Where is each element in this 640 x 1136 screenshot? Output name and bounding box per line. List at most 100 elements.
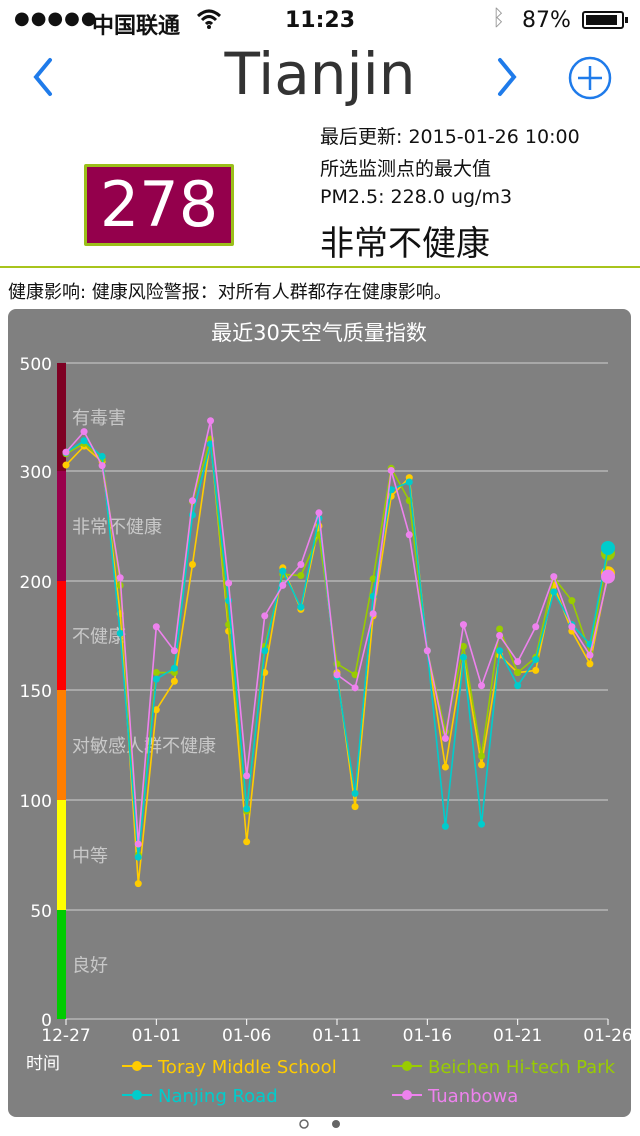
legend-label: Nanjing Road — [158, 1086, 278, 1107]
data-point — [225, 579, 233, 587]
y-tick-label: 200 — [20, 573, 52, 593]
aqi-band-0 — [57, 910, 66, 1019]
data-point — [116, 574, 124, 582]
data-point — [514, 669, 522, 677]
carrier-name: 中国联通 — [92, 14, 181, 39]
data-point — [80, 437, 88, 445]
chart-title: 最近30天空气质量指数 — [211, 321, 427, 345]
aqi-band-3 — [57, 581, 66, 690]
y-tick-label: 100 — [20, 792, 52, 812]
aqi-level-text: 非常不健康 — [320, 224, 490, 264]
data-point — [134, 880, 142, 888]
aqi-value-badge: 278 — [84, 164, 234, 246]
data-point — [134, 840, 142, 848]
data-point — [243, 805, 251, 813]
x-tick-label: 01-06 — [222, 1026, 271, 1046]
data-point — [279, 581, 287, 589]
aqi-band-label: 对敏感人群不健康 — [72, 736, 216, 757]
x-tick-label: 12-27 — [41, 1026, 90, 1046]
data-point — [98, 462, 106, 470]
data-point — [550, 573, 558, 581]
add-city-button[interactable] — [566, 54, 614, 102]
data-point — [315, 509, 323, 517]
y-tick-label: 500 — [20, 355, 52, 375]
legend-swatch-dot — [132, 1090, 142, 1100]
data-point — [601, 541, 615, 555]
station-note-text: 所选监测点的最大值 — [320, 158, 492, 180]
data-point — [568, 597, 576, 605]
aqi-band-label: 不健康 — [72, 627, 126, 648]
data-point — [261, 612, 269, 620]
data-point — [586, 660, 594, 668]
data-point — [170, 664, 178, 672]
data-point — [170, 677, 178, 685]
data-point — [243, 772, 251, 780]
data-point — [496, 647, 504, 655]
data-point — [207, 417, 215, 425]
data-point — [116, 629, 124, 637]
wifi-icon — [196, 9, 222, 29]
data-point — [550, 588, 558, 596]
aqi-band-label: 良好 — [72, 956, 108, 977]
data-point — [601, 569, 615, 584]
aqi-chart-panel[interactable]: 最近30天空气质量指数 良好 中等 对敏感人群不健康 不健康 非常不健康 有毒害 0 50 100… — [8, 309, 631, 1117]
data-point — [423, 647, 431, 655]
y-tick-label: 50 — [30, 902, 52, 922]
series-line-3 — [65, 420, 609, 845]
data-point — [369, 575, 377, 583]
data-point — [134, 853, 142, 861]
signal-strength-icon: ●●●●● — [14, 8, 98, 29]
city-title: Tianjin — [224, 40, 416, 108]
legend-label: Toray Middle School — [157, 1057, 337, 1078]
aqi-band-2 — [57, 690, 66, 800]
data-point — [441, 822, 449, 830]
data-point — [243, 838, 251, 846]
data-point — [152, 706, 160, 714]
data-point — [496, 632, 504, 639]
chevron-left-icon — [33, 58, 52, 96]
data-point — [478, 761, 486, 769]
data-point — [188, 561, 196, 568]
data-point — [478, 752, 486, 760]
plus-circle-icon — [568, 56, 612, 100]
clock: 11:23 — [284, 8, 356, 33]
aqi-band-5 — [57, 363, 66, 471]
legend-label: Beichen Hi-tech Park — [428, 1057, 616, 1078]
data-point — [514, 658, 522, 666]
data-point — [351, 803, 359, 811]
data-point — [405, 531, 413, 539]
data-point — [387, 466, 395, 474]
legend-swatch-dot — [402, 1090, 412, 1100]
data-point — [532, 655, 540, 663]
aqi-band-label: 有毒害 — [72, 408, 126, 429]
data-point — [459, 642, 467, 650]
data-point — [441, 734, 449, 742]
aqi-band-label: 中等 — [72, 846, 108, 867]
x-tick-label: 01-16 — [403, 1026, 452, 1046]
page-dot-active — [332, 1120, 340, 1128]
data-point — [369, 610, 377, 618]
page-dot-inactive — [299, 1119, 309, 1129]
battery-percentage: 87% — [522, 8, 571, 33]
status-bar: ●●●●● 中国联通 11:23 ᛒ 87% — [0, 0, 640, 40]
next-city-button[interactable] — [490, 52, 524, 102]
x-tick-label: 01-01 — [132, 1026, 181, 1046]
data-point — [279, 567, 287, 575]
chevron-right-icon — [498, 58, 517, 96]
previous-city-button[interactable] — [26, 52, 60, 102]
health-impact-text: 健康影响: 健康风险警报：对所有人群都存在健康影响。 — [8, 282, 452, 303]
pm25-text: PM2.5: 228.0 ug/m3 — [320, 186, 513, 208]
data-point — [333, 671, 341, 679]
data-point — [405, 478, 413, 486]
data-point — [568, 623, 576, 631]
page-indicator[interactable] — [0, 1116, 640, 1136]
data-point — [62, 461, 70, 469]
last-updated-text: 最后更新: 2015-01-26 10:00 — [320, 126, 580, 148]
legend-swatch-dot — [132, 1061, 142, 1071]
x-tick-label: 01-26 — [583, 1026, 631, 1046]
legend-label: Tuanbowa — [427, 1086, 518, 1107]
data-point — [351, 789, 359, 797]
data-point — [297, 561, 305, 568]
data-point — [170, 647, 178, 655]
